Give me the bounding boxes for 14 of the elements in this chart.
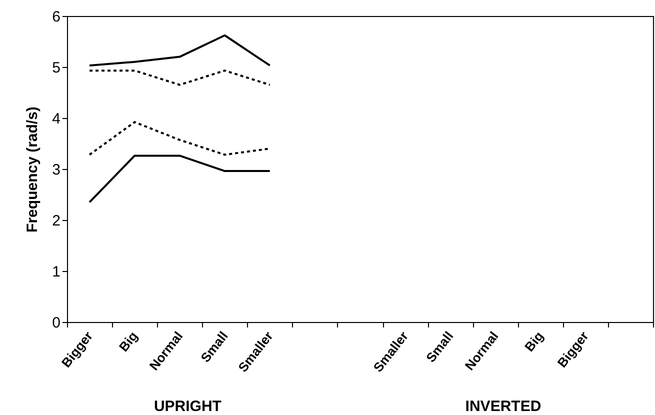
text: UPRIGHT	[154, 398, 222, 415]
line-series	[88, 34, 271, 66]
text: INVERTED	[465, 398, 542, 415]
y-tick-label: 5	[52, 60, 60, 76]
y-tick-label: 3	[52, 162, 60, 178]
y-tick-label: 0	[52, 314, 60, 332]
x-tick-label: Big	[116, 328, 141, 354]
y-tick-label: 2	[52, 212, 60, 230]
x-tick-label: Big	[522, 328, 546, 354]
line-series	[88, 121, 271, 156]
y-tick-label: 1	[52, 264, 60, 280]
y-axis-title: Frequency (rad/s)	[24, 106, 42, 232]
y-tick-label: 6	[52, 8, 60, 26]
y-tick-label: 4	[52, 110, 60, 128]
